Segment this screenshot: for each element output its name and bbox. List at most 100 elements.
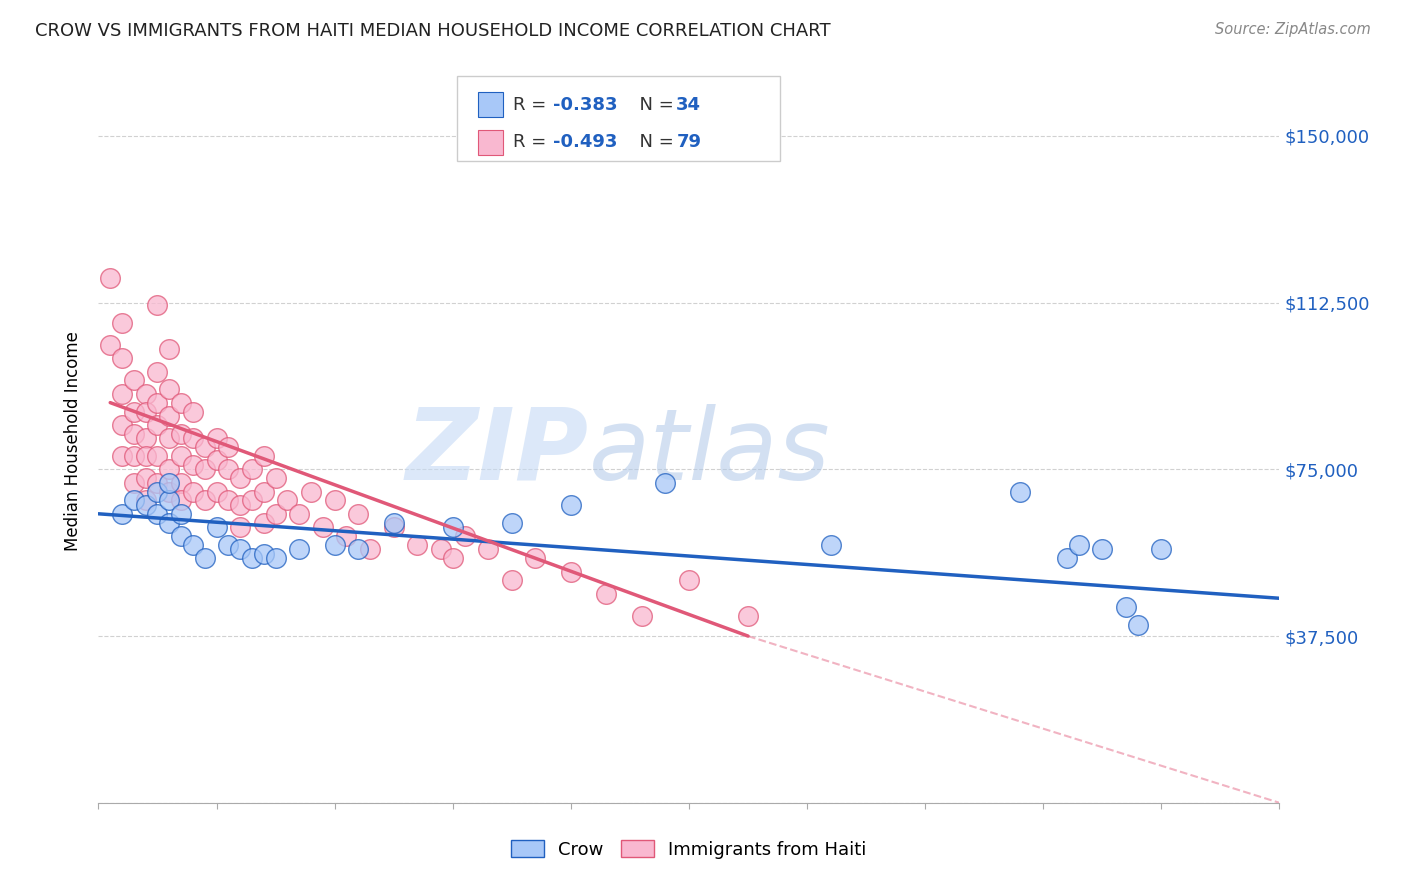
Point	[181, 484, 204, 499]
Text: -0.383: -0.383	[553, 95, 617, 113]
Point	[205, 520, 228, 534]
Point	[146, 507, 169, 521]
Point	[135, 493, 157, 508]
Point	[240, 551, 263, 566]
Point	[135, 431, 157, 445]
Point	[122, 475, 145, 490]
Point	[1150, 542, 1173, 557]
Point	[157, 484, 180, 499]
Point	[430, 542, 453, 557]
Point	[194, 440, 217, 454]
Point	[323, 538, 346, 552]
Point	[217, 538, 239, 552]
Point	[737, 609, 759, 624]
Point	[194, 493, 217, 508]
Point	[157, 516, 180, 530]
Point	[264, 551, 287, 566]
Point	[170, 529, 193, 543]
Point	[501, 574, 523, 588]
Text: CROW VS IMMIGRANTS FROM HAITI MEDIAN HOUSEHOLD INCOME CORRELATION CHART: CROW VS IMMIGRANTS FROM HAITI MEDIAN HOU…	[35, 22, 831, 40]
Point	[1067, 538, 1090, 552]
Point	[98, 338, 121, 352]
Point	[217, 440, 239, 454]
Point	[170, 395, 193, 409]
Point	[359, 542, 381, 557]
Point	[253, 516, 276, 530]
Point	[135, 471, 157, 485]
Point	[453, 529, 475, 543]
Point	[323, 493, 346, 508]
Point	[135, 498, 157, 512]
Point	[1115, 600, 1137, 615]
Point	[135, 404, 157, 418]
Text: 79: 79	[676, 134, 702, 152]
Point	[122, 426, 145, 441]
Point	[111, 417, 134, 432]
Point	[229, 471, 252, 485]
Point	[229, 520, 252, 534]
Point	[157, 382, 180, 396]
Point	[157, 475, 180, 490]
Point	[98, 271, 121, 285]
Point	[146, 298, 169, 312]
Point	[240, 493, 263, 508]
Point	[276, 493, 298, 508]
Point	[630, 609, 652, 624]
Point	[524, 551, 547, 566]
Point	[335, 529, 357, 543]
Point	[595, 587, 617, 601]
Point	[477, 542, 499, 557]
Text: -0.493: -0.493	[553, 134, 617, 152]
Point	[111, 449, 134, 463]
Point	[157, 493, 180, 508]
Point	[347, 542, 370, 557]
Point	[229, 542, 252, 557]
Point	[253, 449, 276, 463]
Point	[441, 551, 464, 566]
Point	[240, 462, 263, 476]
Point	[264, 507, 287, 521]
Point	[205, 453, 228, 467]
Point	[111, 316, 134, 330]
Point	[157, 343, 180, 357]
Point	[205, 431, 228, 445]
Point	[122, 493, 145, 508]
Point	[146, 449, 169, 463]
Point	[157, 409, 180, 423]
Point	[111, 386, 134, 401]
Point	[1008, 484, 1031, 499]
Point	[111, 351, 134, 366]
Legend: Crow, Immigrants from Haiti: Crow, Immigrants from Haiti	[503, 833, 875, 866]
Text: N =: N =	[628, 134, 681, 152]
Point	[146, 417, 169, 432]
Text: Source: ZipAtlas.com: Source: ZipAtlas.com	[1215, 22, 1371, 37]
Point	[288, 507, 311, 521]
Point	[1056, 551, 1078, 566]
Point	[264, 471, 287, 485]
Point	[253, 484, 276, 499]
Point	[560, 565, 582, 579]
Point	[122, 449, 145, 463]
Point	[122, 404, 145, 418]
Point	[406, 538, 429, 552]
Point	[181, 431, 204, 445]
Point	[181, 458, 204, 472]
Text: atlas: atlas	[589, 404, 830, 501]
Point	[135, 449, 157, 463]
Point	[194, 551, 217, 566]
Point	[1091, 542, 1114, 557]
Text: R =: R =	[513, 134, 553, 152]
Point	[194, 462, 217, 476]
Text: R =: R =	[513, 95, 553, 113]
Point	[678, 574, 700, 588]
Point	[217, 493, 239, 508]
Point	[181, 538, 204, 552]
Point	[382, 516, 405, 530]
Point	[501, 516, 523, 530]
Point	[146, 395, 169, 409]
Point	[560, 498, 582, 512]
Point	[157, 462, 180, 476]
Point	[170, 449, 193, 463]
Point	[146, 475, 169, 490]
Point	[146, 484, 169, 499]
